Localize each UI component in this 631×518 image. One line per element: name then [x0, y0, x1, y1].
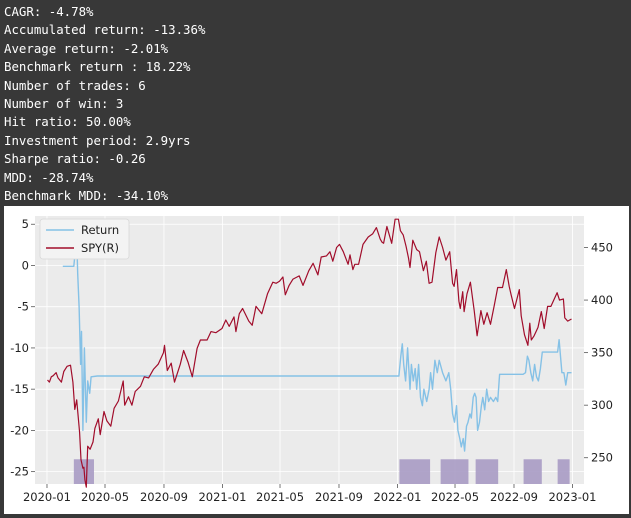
stat-number-of-win: Number of win: 3: [4, 95, 124, 111]
x-tick-label: 2023-01: [548, 490, 596, 504]
x-tick-label: 2022-09: [490, 490, 538, 504]
y-left-tick-label: -10: [10, 341, 29, 355]
position-period-bar: [557, 459, 570, 484]
stat-accumulated-return: Accumulated return: -13.36%: [4, 22, 206, 38]
y-left-tick-label: -20: [10, 423, 29, 437]
x-tick-label: 2021-05: [256, 490, 304, 504]
y-right-tick-label: 250: [591, 451, 613, 465]
stat-sharpe-ratio: Sharpe ratio: -0.26: [4, 151, 146, 167]
return-vs-spy-chart: 2020-01 2020-05 2020-09 2021-01 2021-05 2021-…: [10, 216, 613, 504]
series-lines: [47, 218, 572, 488]
position-period-bar: [440, 459, 469, 484]
stats-panel: CAGR: -4.78% Accumulated return: -13.36%…: [4, 3, 205, 205]
stat-number-of-trades: Number of trades: 6: [4, 77, 146, 93]
x-tick-label: 2020-01: [23, 490, 71, 504]
y-right-tick-label: 400: [591, 293, 613, 307]
position-period-bar: [475, 459, 499, 484]
return-series-line: [62, 235, 572, 452]
spy-series-line: [47, 218, 572, 488]
legend-return-label: Return: [81, 223, 119, 237]
y-left-tick-label: 5: [22, 217, 29, 231]
stat-mdd: MDD: -28.74%: [4, 169, 94, 185]
legend-box: [39, 218, 130, 260]
y-left-tick-label: 0: [22, 258, 29, 272]
y-left-tick-label: -15: [10, 382, 29, 396]
stat-investment-period: Investment period: 2.9yrs: [4, 132, 191, 148]
stat-cagr: CAGR: -4.78%: [4, 4, 94, 19]
y-right-tick-label: 450: [591, 241, 613, 255]
x-tick-label: 2021-09: [315, 490, 363, 504]
stat-hit-ratio: Hit ratio: 50.00%: [4, 114, 131, 130]
y-left-tick-label: -5: [18, 300, 29, 314]
position-period-bar: [523, 459, 542, 484]
x-tick-label: 2022-01: [373, 490, 421, 504]
legend-spy-label: SPY(R): [81, 241, 119, 255]
x-tick-label: 2020-05: [81, 490, 129, 504]
x-tick-label: 2021-01: [198, 490, 246, 504]
stat-benchmark-return: Benchmark return : 18.22%: [4, 59, 191, 75]
y-right-tick-label: 350: [591, 346, 613, 360]
legend: Return SPY(R): [39, 218, 130, 260]
grid: [35, 216, 584, 484]
position-period-bar: [399, 459, 431, 484]
x-tick-label: 2020-09: [140, 490, 188, 504]
stat-average-return: Average return: -2.01%: [4, 40, 169, 56]
x-tick-label: 2022-05: [431, 490, 479, 504]
axes: 2020-01 2020-05 2020-09 2021-01 2021-05 2021-…: [10, 217, 613, 504]
y-right-tick-label: 300: [591, 398, 613, 412]
plot-area: [35, 216, 584, 484]
stat-benchmark-mdd: Benchmark MDD: -34.10%: [4, 187, 169, 203]
y-left-tick-label: -25: [10, 465, 29, 479]
chart-panel: 2020-01 2020-05 2020-09 2021-01 2021-05 2021-…: [4, 206, 629, 514]
